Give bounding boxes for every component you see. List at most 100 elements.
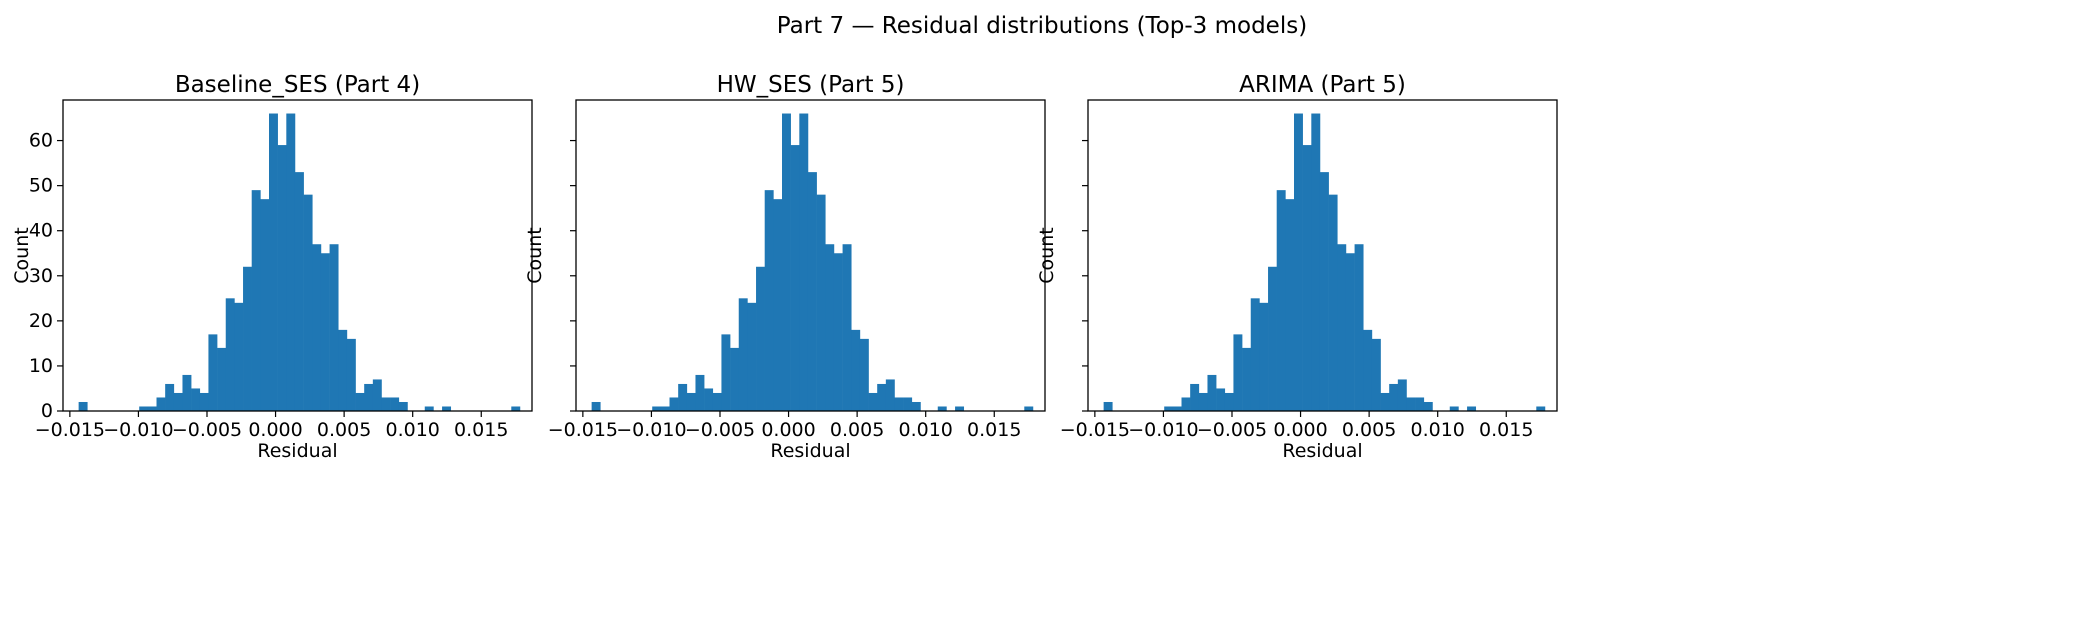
histogram-bar [1294,113,1303,412]
y-axis-ticks [570,139,576,412]
histogram-bar [1363,329,1373,411]
y-tick-label: 20 [29,310,53,332]
histogram-bar [1467,406,1477,411]
x-axis-label: Residual [1282,440,1362,462]
histogram-bar [303,194,313,411]
y-axis-label: Count [524,227,546,283]
y-axis-label: Count [1036,227,1058,283]
histogram-bar [199,392,209,411]
x-tick-label: 0.000 [248,419,302,441]
x-tick-label: 0.010 [898,419,952,441]
panel-title: ARIMA (Part 5) [1239,72,1406,98]
histogram-bar [1311,113,1321,412]
histogram-bar [1389,383,1399,411]
histogram-bar [877,383,887,411]
histogram-bar [1024,406,1034,411]
histogram-bar [286,113,296,412]
histogram-bar [355,392,365,411]
histogram-bar [78,401,88,411]
histogram-bar [320,253,330,411]
histogram-bar [1319,172,1329,411]
histogram-bar [911,401,921,411]
histogram-bar [156,397,166,411]
x-tick-label: 0.015 [1479,419,1533,441]
x-tick-label: −0.010 [1128,419,1198,441]
histogram-bar [833,253,843,411]
histogram-bar [1536,406,1546,411]
y-axis-ticks: 0 10 20 30 40 50 60 [29,130,63,422]
histogram-bar [799,113,809,412]
histogram-bar [1268,266,1277,411]
histogram-bar [1103,401,1113,411]
histogram-bar [712,392,722,411]
x-tick-label: −0.005 [172,419,242,441]
y-tick-label: 0 [41,400,53,422]
histogram-bar [243,266,252,411]
axes-frame [1087,99,1558,412]
histogram-bar [173,392,183,411]
histogram-bar [1345,253,1355,411]
x-tick-label: −0.005 [685,419,755,441]
histogram-bar [894,397,904,411]
histogram-bar [1276,190,1286,411]
histogram-bar [764,190,774,411]
histogram-bar [165,383,175,411]
y-tick-label: 10 [29,355,53,377]
histogram-bar [1328,194,1338,411]
histogram-bar [885,379,895,411]
histogram-bar [182,374,192,411]
histogram-bar [704,388,714,411]
histogram-bar [372,379,382,411]
histogram-bar [738,298,748,411]
y-tick-label: 60 [29,130,53,152]
x-tick-label: 0.015 [967,419,1021,441]
panel-arima: −0.015−0.010−0.005 0.000 0.005 0.010 0.015 A… [1036,72,1558,462]
histogram-bar [686,392,696,411]
histogram-bar [234,302,244,411]
histogram-bar [591,401,601,411]
x-tick-label: 0.005 [317,419,371,441]
histogram-bar [1224,392,1234,411]
histogram-bar [747,302,757,411]
histogram-bar [147,406,157,411]
x-axis-ticks: −0.015−0.010−0.005 0.000 0.005 0.010 0.015 [35,411,508,441]
histogram-bar [660,406,670,411]
histogram-bars [591,113,1034,412]
histogram-bar [1207,374,1217,411]
histogram-bar [329,244,339,411]
histogram-bar [191,388,201,411]
histogram-bar [269,113,278,412]
y-tick-label: 30 [29,265,53,287]
x-tick-label: 0.010 [385,419,439,441]
histogram-bar [1181,397,1191,411]
histogram-bar [442,406,452,411]
histogram-bar [338,329,348,411]
x-tick-label: 0.010 [1410,419,1464,441]
histogram-bar [1164,406,1174,411]
histogram-bar [730,347,740,411]
histogram-bar [868,392,878,411]
histogram-bar [669,397,679,411]
x-axis-label: Residual [257,440,337,462]
axes-frame [575,99,1046,412]
histogram-bar [312,244,322,411]
histogram-bar [381,397,391,411]
histogram-bar [1259,302,1269,411]
panel-baseline-ses: 0 10 20 30 40 50 60 −0.015−0.010−0.005 0.000 0.0… [11,72,533,462]
histogram-bars [1103,113,1546,412]
x-tick-label: 0.000 [1273,419,1327,441]
histogram-bar [756,266,765,411]
histogram-bar [1190,383,1200,411]
histogram-bar [1423,401,1433,411]
histogram-bar [1406,397,1416,411]
y-axis-label: Count [11,227,33,283]
x-tick-label: −0.015 [1060,419,1130,441]
histogram-bar [790,145,800,411]
histogram-bar [398,401,408,411]
histogram-bar [139,406,149,411]
histogram-bar [390,397,400,411]
histogram-bar [1302,145,1312,411]
histogram-bar [903,397,913,411]
axes-frame [62,99,533,412]
histogram-bar [859,338,869,411]
